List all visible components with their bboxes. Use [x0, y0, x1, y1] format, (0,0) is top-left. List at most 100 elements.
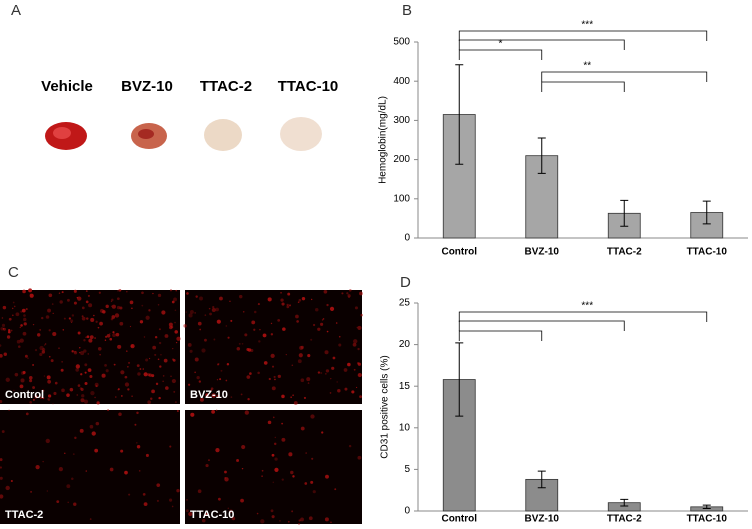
- stain: [19, 338, 24, 343]
- stain: [22, 331, 27, 336]
- stain: [287, 520, 290, 523]
- stain: [21, 308, 26, 313]
- x-tick-label: TTAC-10: [687, 247, 728, 258]
- stain: [357, 325, 362, 330]
- stain: [77, 331, 81, 335]
- stain: [48, 329, 51, 332]
- stain: [29, 401, 32, 404]
- stain: [138, 470, 141, 472]
- stain: [352, 342, 357, 347]
- stain: [20, 310, 23, 313]
- stain: [15, 312, 20, 317]
- stain: [281, 302, 285, 306]
- y-tick-label: 200: [393, 154, 410, 165]
- y-tick-label: 0: [404, 506, 410, 517]
- stain: [24, 354, 28, 358]
- stain: [281, 394, 285, 399]
- stain: [323, 289, 328, 294]
- stain: [29, 293, 32, 295]
- stain: [272, 481, 274, 483]
- stain: [95, 421, 100, 426]
- stain: [141, 291, 144, 295]
- stain: [258, 340, 261, 343]
- stain: [43, 344, 46, 346]
- stain: [52, 312, 54, 315]
- stain: [246, 375, 251, 379]
- stain: [288, 452, 293, 457]
- stain: [97, 326, 100, 329]
- stain: [120, 395, 123, 397]
- stain: [324, 350, 329, 355]
- stain: [63, 317, 66, 320]
- significance-label: *: [499, 39, 503, 50]
- stain: [347, 362, 351, 367]
- stain: [169, 498, 173, 502]
- stain: [145, 453, 149, 457]
- stain: [336, 381, 338, 383]
- stain: [102, 310, 106, 314]
- stain: [105, 369, 109, 373]
- stain: [84, 381, 88, 385]
- stain: [201, 348, 206, 353]
- stain: [160, 354, 162, 356]
- stain: [73, 289, 77, 293]
- significance-bracket: [458, 330, 543, 341]
- stain: [43, 375, 46, 377]
- stain: [10, 329, 13, 332]
- stain: [229, 509, 233, 514]
- stain: [230, 319, 233, 322]
- stain: [205, 513, 208, 516]
- stain: [194, 357, 199, 362]
- stain: [216, 319, 221, 324]
- stain: [185, 509, 189, 513]
- stain: [0, 399, 3, 404]
- x-tick-label: TTAC-2: [607, 514, 642, 525]
- error-bar: [455, 342, 464, 417]
- stain: [75, 368, 80, 372]
- stain: [270, 322, 273, 325]
- stain: [111, 315, 116, 319]
- stain: [35, 465, 40, 470]
- stain: [162, 375, 165, 377]
- error-bar: [620, 199, 629, 227]
- stain: [172, 347, 174, 350]
- stain: [334, 488, 337, 491]
- stain: [119, 321, 124, 326]
- stain: [111, 304, 116, 309]
- stain: [80, 387, 84, 391]
- stain: [300, 378, 305, 383]
- stain: [208, 307, 211, 310]
- stain: [89, 518, 92, 520]
- stain: [219, 378, 222, 381]
- stain: [290, 396, 292, 399]
- stain: [240, 393, 243, 396]
- stain: [26, 514, 28, 516]
- stain: [8, 328, 11, 332]
- y-tick-label: 10: [399, 422, 411, 433]
- stain: [274, 378, 276, 381]
- stain: [139, 320, 144, 324]
- panel-letter: C: [8, 264, 19, 281]
- stain: [41, 389, 45, 393]
- stain: [74, 436, 77, 440]
- stain: [13, 305, 16, 308]
- stain: [5, 485, 10, 491]
- stain: [72, 453, 75, 455]
- stain: [227, 507, 230, 510]
- micrograph: [185, 410, 362, 524]
- stain: [79, 352, 81, 354]
- significance-bracket: [541, 71, 708, 82]
- stain: [225, 325, 228, 327]
- stain: [267, 420, 272, 425]
- stain: [230, 396, 233, 398]
- stain: [1, 317, 4, 319]
- stain: [277, 318, 281, 322]
- stain: [271, 515, 275, 519]
- stain: [356, 361, 360, 365]
- stain: [219, 296, 223, 301]
- stain: [143, 336, 146, 338]
- stain: [259, 328, 261, 331]
- stain: [29, 379, 33, 383]
- stain: [154, 336, 158, 339]
- stain: [118, 412, 122, 417]
